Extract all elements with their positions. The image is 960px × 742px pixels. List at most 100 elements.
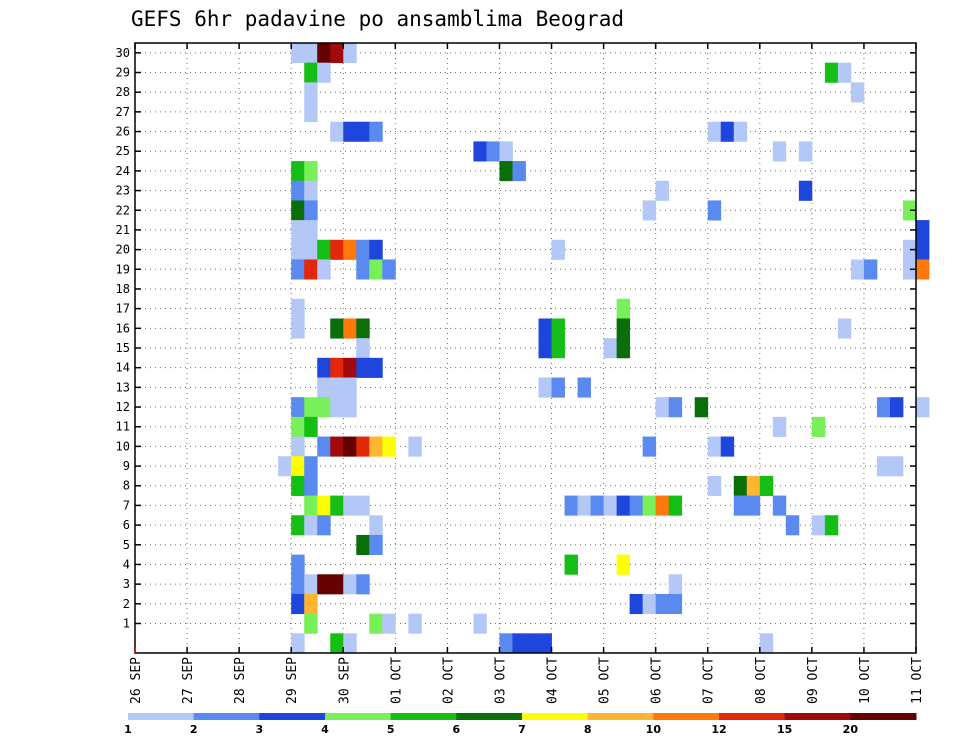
precip-cell bbox=[850, 259, 865, 280]
precip-cell bbox=[343, 357, 357, 378]
legend-swatch bbox=[587, 713, 654, 720]
precip-cell bbox=[317, 43, 331, 64]
y-tick-label: 14 bbox=[116, 361, 130, 375]
precip-cell bbox=[278, 456, 292, 477]
y-tick-label: 24 bbox=[116, 164, 130, 178]
y-axis: 1234567891011121314151617181920212223242… bbox=[116, 46, 916, 630]
x-tick-label: 01 OCT bbox=[389, 657, 404, 704]
legend-swatch bbox=[390, 713, 457, 720]
y-tick-label: 20 bbox=[116, 243, 130, 257]
precip-cell bbox=[642, 495, 657, 516]
precip-cell bbox=[291, 318, 305, 339]
precip-cell bbox=[317, 436, 331, 457]
precip-cell bbox=[330, 239, 344, 260]
precip-cell bbox=[538, 338, 552, 359]
legend-label: 2 bbox=[190, 723, 198, 736]
precip-cell bbox=[304, 259, 318, 280]
precip-cell bbox=[343, 574, 357, 595]
x-tick-label: 11 OCT bbox=[910, 657, 925, 704]
grid bbox=[135, 43, 916, 653]
y-tick-label: 22 bbox=[116, 203, 130, 217]
precip-cell bbox=[889, 397, 904, 418]
precip-cell bbox=[291, 298, 305, 319]
precip-cell bbox=[343, 121, 357, 142]
legend-label: 3 bbox=[256, 723, 264, 736]
precip-cell bbox=[343, 239, 357, 260]
precip-cell bbox=[317, 239, 331, 260]
precip-cell bbox=[772, 416, 787, 437]
precip-cell bbox=[733, 121, 748, 142]
precip-cell bbox=[291, 397, 305, 418]
x-tick-label: 04 OCT bbox=[546, 657, 561, 704]
precip-cell bbox=[876, 397, 891, 418]
precip-cell bbox=[330, 436, 344, 457]
precip-cell bbox=[330, 357, 344, 378]
legend-label: 8 bbox=[584, 723, 592, 736]
y-tick-label: 12 bbox=[116, 400, 130, 414]
legend-swatch bbox=[784, 713, 851, 720]
precip-cell bbox=[512, 161, 526, 182]
precip-cell bbox=[356, 436, 370, 457]
legend-label: 12 bbox=[711, 723, 726, 736]
precip-cell bbox=[798, 180, 813, 201]
precip-cell bbox=[668, 574, 683, 595]
precip-cell bbox=[369, 515, 383, 536]
precip-cell bbox=[902, 239, 917, 260]
y-tick-label: 4 bbox=[123, 557, 130, 571]
y-tick-label: 18 bbox=[116, 282, 130, 296]
precip-cell bbox=[499, 633, 513, 654]
precip-cell bbox=[642, 200, 657, 221]
precip-cell bbox=[486, 141, 500, 162]
precip-cell bbox=[707, 121, 722, 142]
x-tick-label: 28 SEP bbox=[233, 657, 248, 704]
color-legend: 1 2 3 4 5 6 7 8 10 12 15 20 bbox=[124, 713, 917, 736]
precip-cell bbox=[343, 633, 357, 654]
precip-cell bbox=[291, 161, 305, 182]
precip-cell bbox=[343, 318, 357, 339]
legend-swatch bbox=[259, 713, 326, 720]
precip-cell bbox=[291, 456, 305, 477]
precip-cell bbox=[291, 200, 305, 221]
legend-label: 7 bbox=[518, 723, 526, 736]
precip-cell bbox=[668, 593, 683, 615]
legend-swatch bbox=[456, 713, 523, 720]
precip-cell bbox=[343, 397, 357, 418]
precip-cell bbox=[850, 82, 865, 103]
legend-label: 4 bbox=[321, 723, 329, 736]
precip-cell bbox=[811, 515, 826, 536]
precip-cell bbox=[291, 633, 305, 654]
x-tick-label: 30 SEP bbox=[337, 657, 352, 704]
precip-cell bbox=[356, 318, 370, 339]
precip-cell bbox=[291, 436, 305, 457]
precip-cell bbox=[343, 43, 357, 64]
precip-cell bbox=[785, 515, 800, 536]
precip-cell bbox=[356, 534, 370, 556]
precip-cell bbox=[538, 377, 552, 398]
precip-cell bbox=[330, 633, 344, 654]
chart-title: GEFS 6hr padavine po ansamblima Beograd bbox=[131, 7, 624, 31]
precip-cell bbox=[876, 456, 891, 477]
legend-label: 15 bbox=[777, 723, 792, 736]
precip-cell bbox=[369, 121, 383, 142]
precip-cell bbox=[291, 43, 305, 64]
y-tick-label: 2 bbox=[123, 597, 130, 611]
y-tick-label: 10 bbox=[116, 439, 130, 453]
precip-cell bbox=[603, 338, 618, 359]
precip-cell bbox=[707, 200, 722, 221]
precip-cell bbox=[304, 495, 318, 516]
y-tick-label: 28 bbox=[116, 85, 130, 99]
precip-cell bbox=[564, 554, 578, 575]
precip-cell bbox=[616, 338, 631, 359]
precip-cell bbox=[707, 475, 722, 496]
precip-cell bbox=[330, 43, 344, 64]
y-tick-label: 25 bbox=[116, 144, 130, 158]
precip-cell bbox=[473, 613, 487, 634]
precip-cell bbox=[317, 515, 331, 536]
precip-cell bbox=[304, 515, 318, 536]
y-tick-label: 13 bbox=[116, 380, 130, 394]
legend-swatch bbox=[719, 713, 786, 720]
precip-cell bbox=[408, 613, 422, 634]
precip-cell bbox=[330, 397, 344, 418]
x-tick-label: 02 OCT bbox=[441, 657, 456, 704]
